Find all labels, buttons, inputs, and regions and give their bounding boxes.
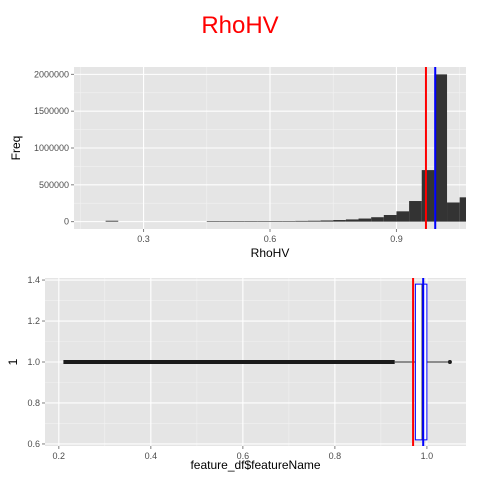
histogram-bar	[396, 211, 410, 222]
box-y-axis-title: 1	[6, 358, 20, 365]
box-x-tick-label: 1.0	[421, 451, 434, 461]
histogram-bar	[232, 221, 245, 222]
histogram-bar	[333, 220, 346, 222]
box-x-tick-label: 0.8	[329, 451, 342, 461]
histogram-bar	[345, 219, 359, 222]
hist-y-tick-label: 2000000	[34, 69, 69, 79]
histogram-bar	[320, 220, 334, 222]
box-x-tick-label: 0.4	[145, 451, 158, 461]
hist-x-tick-label: 0.9	[390, 234, 403, 244]
histogram-panel: 0.3 0.6 0.9 0 500000 1000000 1500000 2000000 Rho…	[9, 67, 466, 260]
box-y-tick-label: 1.0	[27, 357, 40, 367]
histogram-bar	[459, 197, 466, 222]
histogram-bar	[219, 221, 233, 222]
histogram-bar	[282, 221, 296, 222]
hist-y-tick-label: 500000	[39, 180, 69, 190]
hist-y-tick-label: 1000000	[34, 143, 69, 153]
histogram-bar	[244, 221, 258, 222]
boxplot-panel: 0.2 0.4 0.6 0.8 1.0 0.6 0.8 1.0 1.2 1.4 feature_df…	[6, 275, 466, 472]
box-y-tick-label: 0.6	[27, 439, 40, 449]
histogram-bar	[358, 218, 372, 222]
hist-x-axis-title: RhoHV	[251, 246, 290, 260]
box-x-tick-label: 0.6	[237, 451, 250, 461]
histogram-bar	[270, 221, 283, 222]
histogram-bar	[257, 221, 270, 222]
hist-x-tick-label: 0.6	[264, 234, 277, 244]
histogram-bar	[295, 220, 308, 222]
hist-y-tick-label: 0	[64, 217, 69, 227]
box-y-tick-label: 0.8	[27, 398, 40, 408]
box-y-tick-label: 1.2	[27, 316, 40, 326]
hist-y-tick-label: 1500000	[34, 106, 69, 116]
hist-y-axis-title: Freq	[9, 136, 23, 161]
histogram-bar	[105, 220, 119, 222]
chart-title: RhoHV	[201, 12, 279, 39]
histogram-bar	[383, 215, 397, 222]
hist-x-tick-label: 0.3	[137, 234, 150, 244]
histogram-bar	[447, 202, 460, 222]
histogram-bar	[206, 221, 220, 222]
histogram-bar	[307, 220, 321, 222]
box-x-tick-label: 0.2	[53, 451, 66, 461]
histogram-bar	[371, 217, 384, 222]
boxplot-box	[414, 283, 428, 441]
histogram-bar	[421, 170, 435, 222]
box-y-tick-label: 1.4	[27, 275, 40, 285]
box-x-axis-title: feature_df$featureName	[190, 458, 320, 472]
histogram-bar	[409, 201, 422, 222]
histogram-bar	[434, 74, 448, 222]
